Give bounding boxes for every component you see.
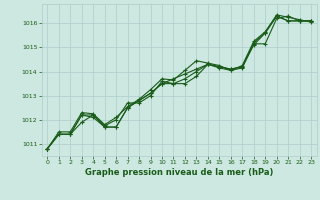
X-axis label: Graphe pression niveau de la mer (hPa): Graphe pression niveau de la mer (hPa) [85,168,273,177]
